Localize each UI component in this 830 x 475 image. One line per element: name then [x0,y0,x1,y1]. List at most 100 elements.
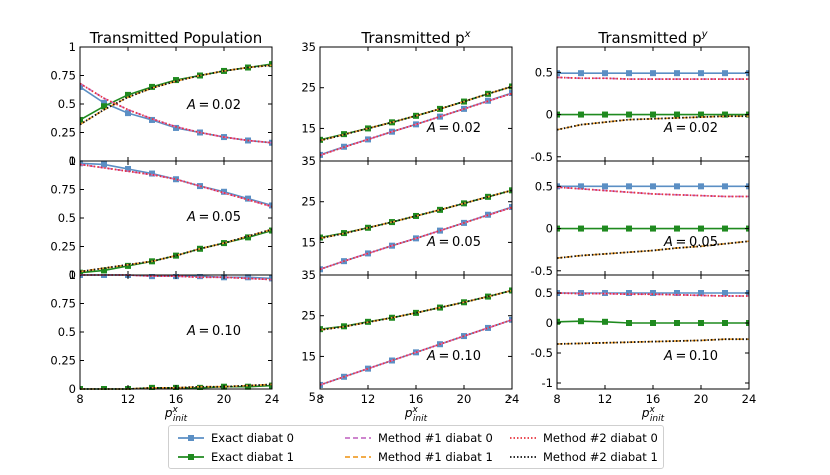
data-point-exact0 [626,290,632,296]
y-tick-label: 0 [69,382,76,396]
series-line-m1d0 [320,319,512,386]
x-tick-label: 16 [646,392,661,406]
data-point-exact1 [125,91,131,98]
x-tick-label: 8 [76,392,83,406]
series-line-m2d0 [80,163,272,208]
y-tick-label: 0.25 [50,240,76,254]
y-tick-label: 0 [69,268,76,282]
x-tick-label: 12 [361,392,376,406]
y-tick-label: 1 [69,40,76,54]
series-line-m2d0 [320,318,512,386]
y-tick-label: 35 [301,40,316,54]
data-point-exact1 [269,61,272,68]
data-point-exact0 [674,183,680,190]
panel-px-row-1: 15 25 35 A = 0.02 [301,40,513,162]
data-point-exact0 [602,183,608,190]
legend-label: Exact diabat 0 [211,431,294,445]
y-tick-label: 0.25 [50,126,76,140]
x-tick-label: 24 [742,392,757,406]
data-point-exact1 [197,384,203,390]
x-tick-label: 24 [265,392,280,406]
axes-frame [79,274,273,390]
data-point-exact1 [722,225,728,232]
x-tick-label: 16 [169,392,184,406]
panel-py-row-2: -0.5 0 0.5 A = 0.05 [531,160,750,278]
data-point-exact1 [722,320,728,326]
data-point-exact1 [80,269,83,276]
axes-frame [556,160,750,276]
data-point-exact0 [101,274,107,278]
series-line-m2d0 [557,292,749,297]
data-point-exact0 [698,70,704,77]
data-point-exact0 [722,70,728,77]
data-point-exact1 [698,111,704,118]
series-line-m1d1 [80,64,272,126]
data-point-exact1 [557,318,560,325]
x-tick-label: 8 [316,392,323,406]
x-tick-label: 20 [694,392,709,406]
data-point-exact1 [602,225,608,232]
x-axis-label: px init [164,405,188,424]
panel-py-row-1: -0.5 0 0.5 A = 0.02 [531,46,750,164]
series-line-m2d1 [557,115,749,131]
annotation: A = 0.02 [426,121,481,136]
data-point-exact0 [80,83,83,90]
column-title: Transmitted Population [89,29,263,47]
legend-item-m2d1: Method #2 diabat 1 [509,448,658,466]
legend: Exact diabat 0 Exact diabat 1 Method #1 di… [168,425,664,469]
annotation: A = 0.05 [663,235,718,250]
data-point-exact0 [557,70,560,77]
data-point-exact0 [125,110,131,117]
data-point-exact0 [173,124,179,131]
data-point-exact1 [101,386,107,390]
x-tick-label: 16 [409,392,424,406]
data-point-exact1 [413,309,419,316]
x-tick-label: 20 [217,392,232,406]
panel-population-row-1: 0 0.25 0.5 0.75 1 A = 0.02 [50,40,273,168]
legend-swatch-exact0 [178,435,204,441]
x-axis-label: px init [404,405,428,424]
data-point-exact0 [650,70,656,77]
axes-frame [556,46,750,162]
legend-item-m1d1: Method #1 diabat 1 [344,448,493,466]
y-tick-label: -0.5 [531,150,553,164]
data-point-exact0 [578,70,584,77]
y-tick-label: 0.75 [50,297,76,311]
panel-population-row-3: 0 0.25 0.5 0.75 1 8 12 16 20 24 A = 0.10 px init [50,268,279,424]
series-line-exact1 [320,289,512,330]
y-tick-label: 35 [301,268,316,282]
legend-item-m2d0: Method #2 diabat 0 [509,429,658,447]
y-tick-label: 15 [301,349,316,363]
data-point-exact1 [674,225,680,232]
series-line-exact1 [80,63,272,121]
data-point-exact1 [173,77,179,84]
series-line-m2d0 [320,92,512,157]
data-point-exact1 [149,83,155,90]
data-point-exact0 [674,290,680,296]
data-point-exact0 [746,70,749,77]
y-tick-label: 15 [301,235,316,249]
annotation: A = 0.10 [663,349,718,364]
series-line-m2d1 [557,240,749,260]
y-tick-label: 15 [301,121,316,135]
data-point-exact1 [674,111,680,118]
annotation: A = 0.10 [426,349,481,364]
data-point-exact0 [80,274,83,278]
data-point-exact1 [674,320,680,326]
series-line-m2d1 [320,85,512,142]
data-point-exact0 [197,274,203,280]
data-point-exact0 [101,99,107,106]
data-point-exact0 [650,290,656,296]
data-point-exact0 [722,290,728,296]
legend-label: Method #2 diabat 0 [543,431,658,445]
data-point-exact0 [245,195,251,202]
legend-swatch-m2d1 [510,456,536,458]
annotation: A = 0.05 [186,210,241,225]
y-tick-label: 0 [546,222,553,236]
legend-label: Method #1 diabat 0 [378,431,493,445]
x-tick-label: 20 [457,392,472,406]
legend-swatch-m2d0 [510,437,536,439]
y-tick-label: 25 [301,195,316,209]
series-line-m2d0 [557,76,749,80]
x-tick-label: 8 [553,392,560,406]
